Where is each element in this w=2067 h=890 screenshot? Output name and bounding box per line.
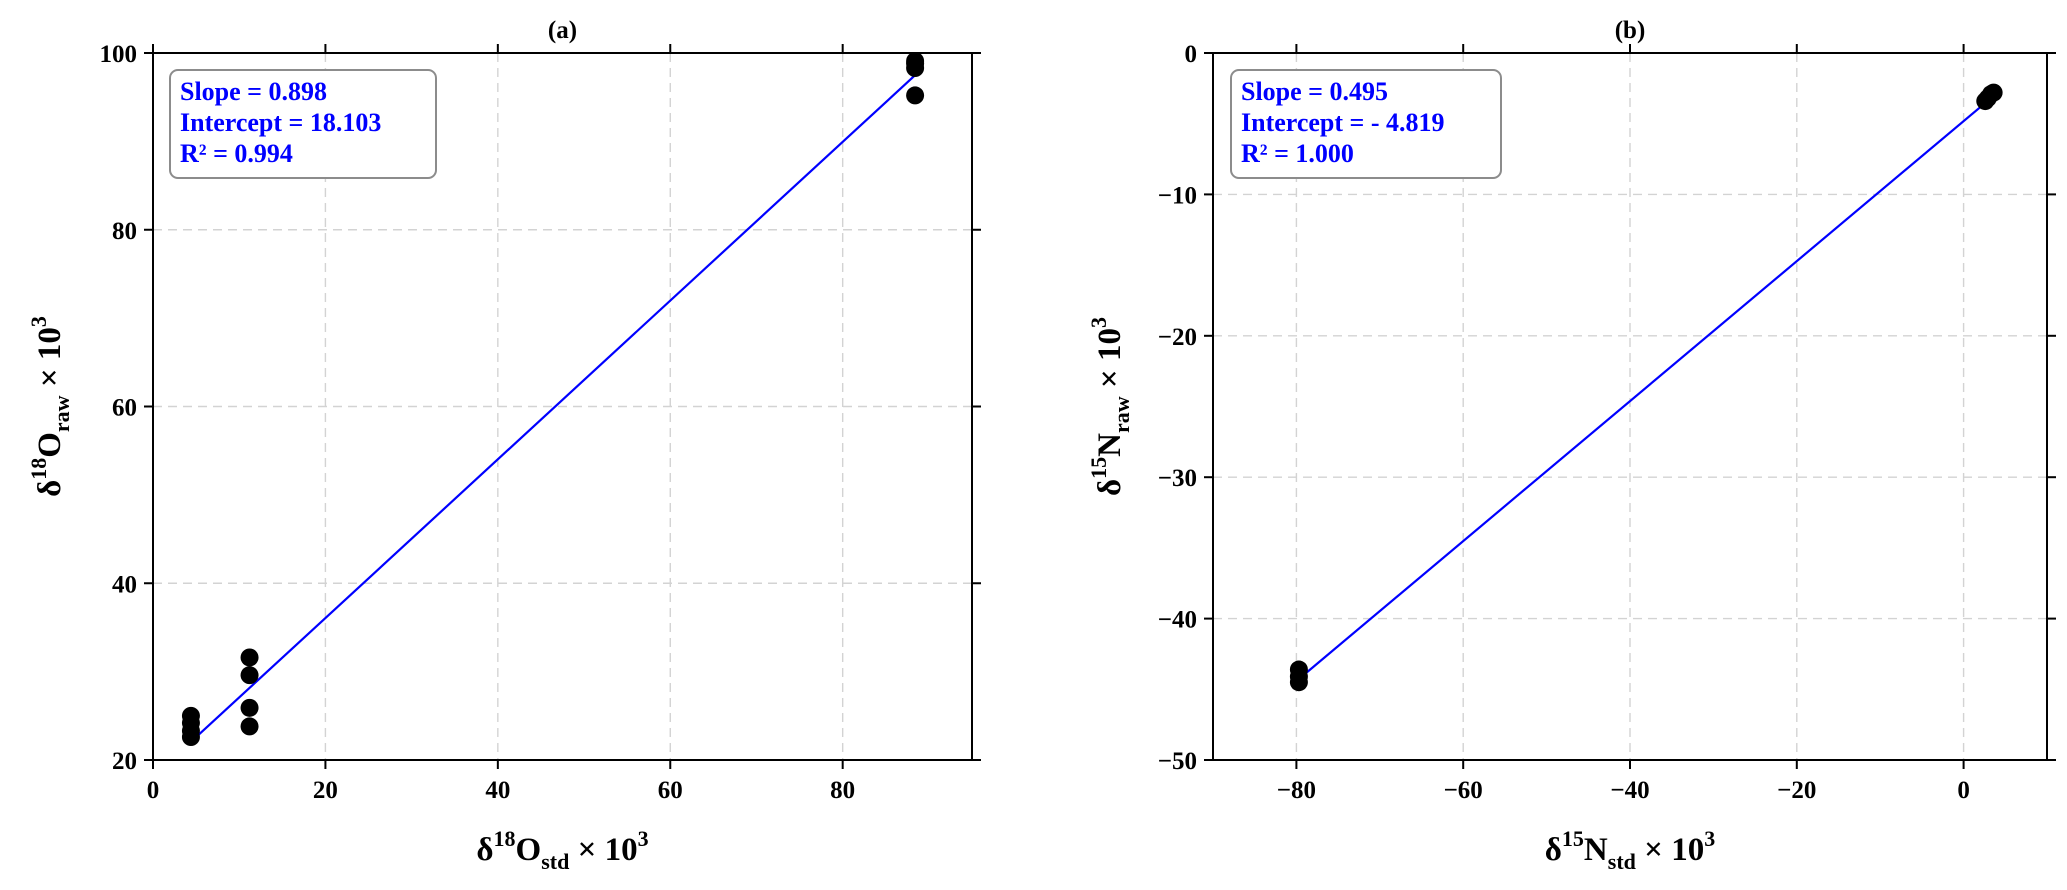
x-axis-label-power: 3 (1704, 826, 1715, 851)
y-axis-label-sup: 18 (26, 458, 51, 480)
y-tick-label: −50 (1158, 748, 1197, 775)
x-axis-label-prefix: δ (1545, 832, 1562, 868)
y-tick-label: −20 (1158, 324, 1197, 351)
chart-panel-b: −80 −60 −40 −20 0 −50 −40 −30 −20 −10 0 (b) δ15Nstd … (1086, 17, 2056, 874)
y-tick-label: 60 (112, 395, 137, 422)
data-point (181, 706, 200, 725)
x-tick-label: −80 (1277, 777, 1316, 804)
x-axis-label-sup: 15 (1562, 826, 1584, 851)
y-axis-label-sup: 15 (1086, 457, 1111, 479)
chart-title: (b) (1615, 17, 1646, 44)
x-axis-label-prefix: δ (476, 832, 493, 868)
x-tick-label: 0 (1957, 777, 1970, 804)
y-tick-label: −10 (1158, 182, 1197, 209)
x-axis-label: δ18Ostd × 103 (476, 826, 648, 874)
x-axis-label-main: O (516, 832, 542, 868)
y-tick-label: 20 (112, 748, 137, 775)
y-axis-label-power: 3 (26, 316, 51, 327)
regression-line (1298, 95, 1995, 680)
x-tick-label: 20 (313, 777, 338, 804)
y-axis-label-prefix: δ (32, 480, 68, 497)
y-tick-label: −40 (1158, 607, 1197, 634)
chart-title: (a) (548, 17, 577, 44)
stats-box (1230, 69, 1502, 179)
stats-box (169, 69, 437, 179)
x-tick-label: −20 (1777, 777, 1816, 804)
x-tick-label: 40 (485, 777, 510, 804)
y-tick-label: 0 (1185, 41, 1198, 68)
data-point (906, 51, 925, 70)
data-point (1289, 673, 1308, 692)
stats-line: Slope = 0.495 (1241, 77, 1388, 106)
y-axis-label: δ18Oraw × 103 (26, 316, 74, 497)
x-axis-label-sup: 18 (494, 826, 516, 851)
x-axis-label-power: 3 (638, 826, 649, 851)
x-axis-label-suffix: × 10 (569, 832, 637, 868)
data-point (1984, 83, 2003, 102)
data-point (240, 698, 259, 717)
stats-line: Slope = 0.898 (180, 77, 327, 106)
y-tick-label: 80 (112, 218, 137, 245)
y-axis-label-suffix: × 10 (1092, 328, 1128, 396)
data-point (906, 86, 925, 105)
y-axis-label-suffix: × 10 (32, 327, 68, 395)
x-axis-label-sub: std (541, 849, 569, 874)
y-axis-label-main: N (1092, 433, 1128, 457)
x-axis-label-sub: std (1608, 849, 1636, 874)
y-tick-label: 100 (100, 41, 138, 68)
data-point (240, 717, 259, 736)
x-axis-label-suffix: × 10 (1636, 832, 1704, 868)
x-tick-label: 0 (147, 777, 160, 804)
y-axis-label: δ15Nraw × 103 (1086, 317, 1134, 496)
y-tick-label: −30 (1158, 465, 1197, 492)
y-tick-label: 40 (112, 571, 137, 598)
x-tick-label: −60 (1444, 777, 1483, 804)
data-point (240, 666, 259, 685)
stats-line: Intercept = - 4.819 (1241, 108, 1445, 137)
x-tick-label: 60 (658, 777, 683, 804)
y-axis-label-main: O (32, 432, 68, 458)
x-tick-label: −40 (1610, 777, 1649, 804)
stats-line: R² = 1.000 (1241, 139, 1354, 168)
data-point (240, 648, 259, 667)
stats-line: R² = 0.994 (180, 139, 293, 168)
stats-line: Intercept = 18.103 (180, 108, 381, 137)
x-axis-label-main: N (1584, 832, 1608, 868)
y-axis-label-sub: raw (49, 395, 74, 432)
y-axis-label-prefix: δ (1092, 479, 1128, 496)
regression-line (190, 74, 916, 743)
y-axis-label-sub: raw (1109, 396, 1134, 433)
y-axis-label-power: 3 (1086, 317, 1111, 328)
x-tick-label: 80 (830, 777, 855, 804)
x-axis-label: δ15Nstd × 103 (1545, 826, 1715, 874)
